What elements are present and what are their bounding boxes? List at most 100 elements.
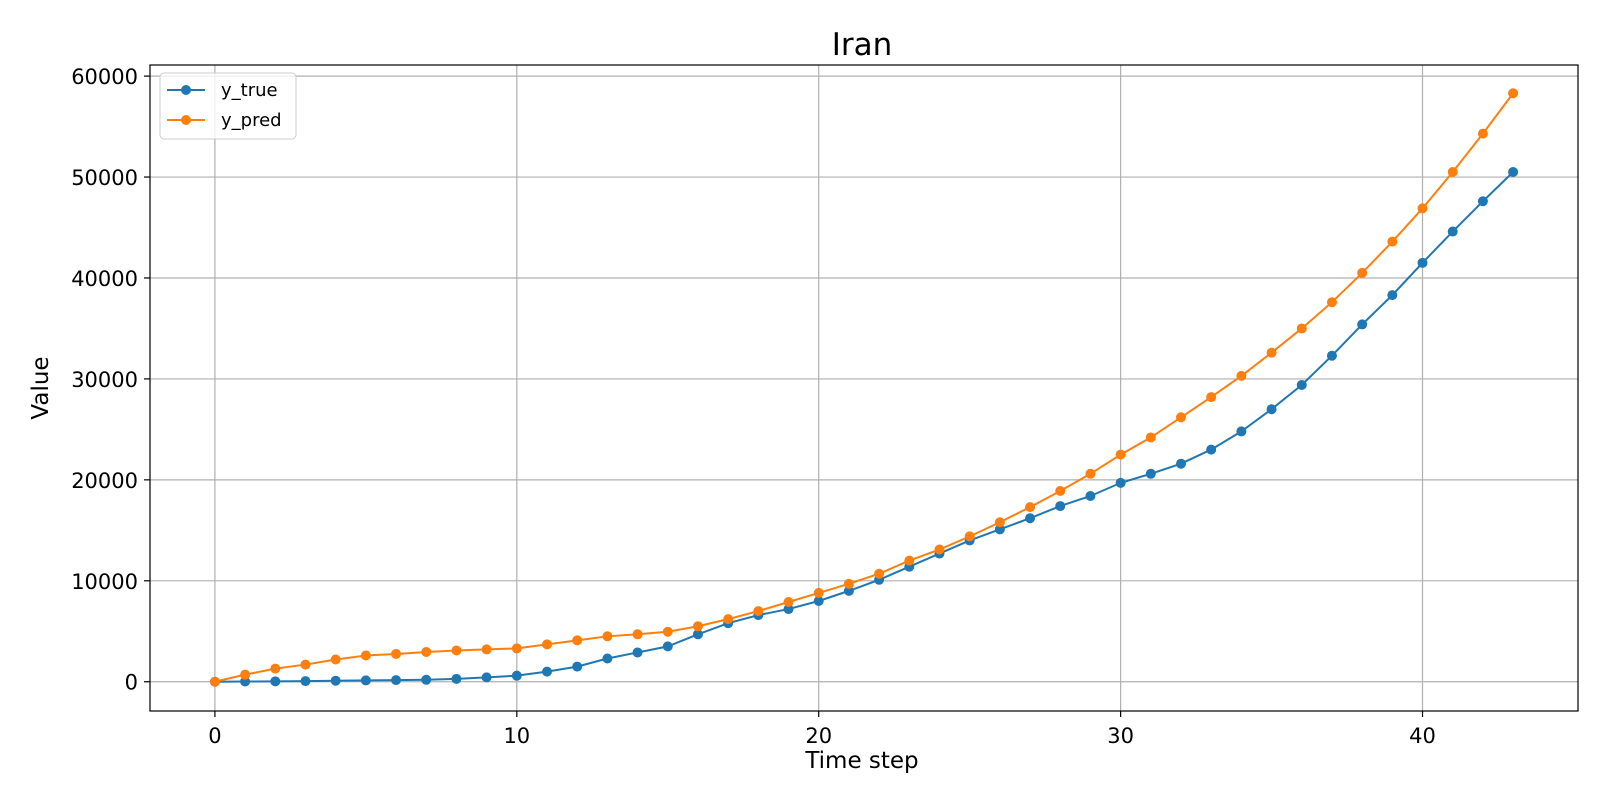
data-point-y-true (1266, 404, 1277, 415)
series-layer (209, 88, 1519, 687)
data-point-y-pred (421, 646, 432, 657)
data-point-y-true (1508, 166, 1519, 177)
legend-marker-y-pred (181, 115, 191, 125)
data-point-y-pred (783, 596, 794, 607)
data-point-y-true (572, 661, 583, 672)
data-point-y-pred (330, 654, 341, 665)
data-point-y-true (1417, 257, 1428, 268)
x-axis-label: Time step (804, 748, 918, 774)
data-point-y-pred (692, 621, 703, 632)
legend-label-y-pred: y_pred (221, 110, 282, 131)
data-point-y-pred (1025, 502, 1036, 513)
data-point-y-true (813, 595, 824, 606)
series-y-pred (209, 88, 1519, 687)
data-point-y-pred (994, 517, 1005, 528)
data-point-y-true (1025, 513, 1036, 524)
data-point-y-pred (964, 531, 975, 542)
data-point-y-true (1447, 226, 1458, 237)
legend: y_true y_pred (159, 72, 297, 140)
data-point-y-true (270, 676, 281, 687)
data-point-y-true (1326, 350, 1337, 361)
chart-title: Iran (832, 27, 893, 63)
y-tick-label: 50000 (71, 166, 138, 190)
x-tick-label: 30 (1107, 724, 1134, 748)
legend-label-y-true: y_true (221, 80, 278, 101)
data-point-y-pred (511, 643, 522, 654)
data-point-y-true (391, 675, 402, 686)
data-point-y-pred (753, 606, 764, 617)
data-point-y-true (240, 676, 251, 687)
data-point-y-pred (572, 635, 583, 646)
data-point-y-true (511, 670, 522, 681)
x-tick-label: 20 (805, 724, 832, 748)
data-point-y-true (1175, 458, 1186, 469)
data-point-y-true (632, 647, 643, 658)
data-point-y-pred (1326, 297, 1337, 308)
data-point-y-pred (1055, 485, 1066, 496)
data-point-y-true (300, 676, 311, 687)
data-point-y-pred (934, 544, 945, 555)
data-point-y-pred (270, 663, 281, 674)
y-tick-label: 60000 (71, 65, 138, 89)
data-point-y-pred (451, 645, 462, 656)
y-tick-label: 30000 (71, 368, 138, 392)
y-tick-label: 40000 (71, 267, 138, 291)
data-point-y-true (1477, 196, 1488, 207)
x-tick-label: 10 (503, 724, 530, 748)
data-point-y-true (662, 641, 673, 652)
data-point-y-pred (481, 644, 492, 655)
data-point-y-pred (391, 648, 402, 659)
data-point-y-pred (904, 555, 915, 566)
data-point-y-pred (632, 629, 643, 640)
data-point-y-true (994, 524, 1005, 535)
data-point-y-pred (1477, 128, 1488, 139)
data-point-y-pred (662, 626, 673, 637)
data-point-y-pred (1175, 412, 1186, 423)
data-point-y-pred (360, 650, 371, 661)
data-point-y-pred (1508, 88, 1519, 99)
data-point-y-true (1236, 426, 1247, 437)
data-point-y-true (1387, 290, 1398, 301)
data-point-y-true (843, 585, 854, 596)
y-tick-label: 10000 (71, 570, 138, 594)
legend-marker-y-true (181, 85, 191, 95)
data-point-y-pred (1417, 203, 1428, 214)
x-tick-label: 0 (208, 724, 221, 748)
data-point-y-pred (1266, 347, 1277, 358)
data-point-y-pred (542, 639, 553, 650)
data-point-y-true (602, 653, 613, 664)
data-point-y-pred (209, 676, 220, 687)
data-point-y-pred (1357, 267, 1368, 278)
data-point-y-true (421, 674, 432, 685)
data-point-y-pred (723, 614, 734, 625)
data-point-y-pred (1387, 236, 1398, 247)
series-y-true (209, 166, 1519, 687)
data-point-y-pred (1296, 323, 1307, 334)
data-point-y-pred (240, 669, 251, 680)
data-point-y-true (481, 672, 492, 683)
data-point-y-pred (300, 659, 311, 670)
data-point-y-pred (1115, 449, 1126, 460)
data-point-y-true (1145, 468, 1156, 479)
data-point-y-true (1085, 491, 1096, 502)
grid-lines (150, 65, 1578, 711)
data-point-y-true (451, 673, 462, 684)
y-tick-label: 0 (125, 671, 138, 695)
data-point-y-pred (813, 587, 824, 598)
data-point-y-true (1206, 444, 1217, 455)
plot-frame (149, 64, 1579, 712)
series-line-y-true (214, 171, 1514, 683)
x-tick-label: 40 (1409, 724, 1436, 748)
data-point-y-pred (874, 568, 885, 579)
data-point-y-pred (1236, 370, 1247, 381)
data-point-y-pred (602, 631, 613, 642)
data-point-y-pred (1447, 166, 1458, 177)
data-point-y-true (360, 675, 371, 686)
data-point-y-true (1115, 477, 1126, 488)
y-tick-label: 20000 (71, 469, 138, 493)
y-axis-label: Value (28, 356, 54, 419)
data-point-y-true (783, 604, 794, 615)
data-point-y-true (1055, 501, 1066, 512)
data-point-y-pred (1085, 468, 1096, 479)
